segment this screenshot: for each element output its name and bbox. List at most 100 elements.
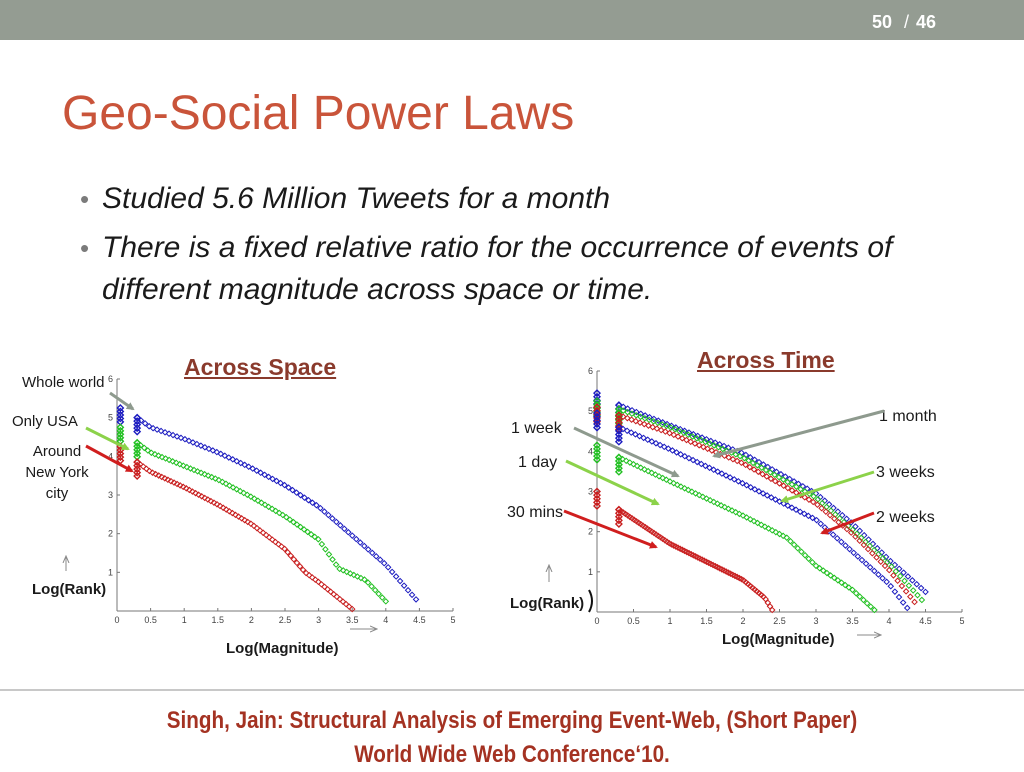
- data-point: [739, 512, 747, 519]
- data-point: [746, 515, 754, 523]
- data-point: [173, 433, 181, 440]
- xlabel-time: Log(Magnitude): [722, 631, 835, 648]
- data-point: [213, 448, 221, 456]
- data-point: [322, 545, 329, 553]
- data-point: [645, 416, 653, 424]
- data-point: [149, 469, 156, 476]
- data-point: [663, 422, 670, 430]
- data-point: [164, 476, 172, 484]
- data-point: [193, 440, 201, 448]
- data-point: [788, 481, 796, 488]
- data-point: [169, 458, 176, 465]
- data-point: [677, 483, 685, 490]
- data-point: [833, 534, 841, 542]
- data-point: [219, 478, 226, 486]
- data-point: [290, 518, 297, 526]
- data-point: [258, 499, 265, 507]
- data-point: [759, 470, 766, 478]
- data-point: [894, 577, 901, 585]
- data-point: [400, 582, 408, 589]
- data-point: [788, 487, 796, 494]
- arrow-whole-world: [109, 391, 135, 411]
- data-point: [704, 445, 711, 453]
- data-point: [372, 553, 380, 560]
- data-point: [683, 436, 690, 444]
- data-point: [141, 420, 149, 427]
- data-point: [827, 572, 834, 579]
- data-point: [593, 389, 601, 398]
- label-new-york: Around New York city: [25, 443, 89, 502]
- data-point: [687, 438, 695, 446]
- x-tick-label: 4: [886, 616, 891, 626]
- data-point: [183, 485, 190, 492]
- data-point: [148, 449, 155, 457]
- data-point: [869, 540, 877, 548]
- x-tick-label: 3: [316, 615, 321, 625]
- data-point: [312, 576, 319, 583]
- x-tick-label: 4.5: [919, 616, 932, 626]
- data-point: [201, 443, 209, 451]
- data-point: [650, 418, 657, 425]
- data-point: [265, 503, 272, 511]
- data-point: [392, 573, 400, 580]
- data-point: [843, 515, 850, 523]
- data-point: [678, 435, 686, 442]
- data-point: [157, 427, 165, 435]
- arrow-3-weeks: [780, 470, 875, 504]
- data-point: [133, 439, 141, 447]
- data-point: [172, 459, 180, 467]
- data-point: [221, 452, 229, 459]
- data-point: [754, 461, 761, 469]
- data-point: [823, 569, 831, 577]
- data-point: [707, 437, 715, 445]
- data-point: [244, 518, 252, 526]
- data-point: [895, 565, 903, 573]
- data-point: [849, 586, 856, 594]
- data-point: [329, 515, 336, 522]
- data-point: [283, 513, 290, 521]
- data-point: [768, 527, 776, 534]
- data-point: [186, 486, 193, 494]
- y-tick-label: 4: [108, 451, 113, 461]
- data-point: [213, 500, 221, 508]
- data-point: [784, 484, 792, 492]
- data-point: [829, 531, 837, 538]
- data-point: [847, 529, 855, 536]
- data-point: [593, 501, 601, 510]
- x-tick-label: 2.5: [279, 615, 292, 625]
- label-1-day: 1 day: [518, 454, 558, 471]
- data-point: [706, 464, 713, 472]
- data-point: [161, 475, 169, 482]
- data-point: [273, 477, 280, 485]
- data-point: [706, 496, 714, 504]
- data-point: [641, 412, 649, 419]
- data-point: [812, 562, 820, 570]
- data-point: [887, 557, 894, 565]
- chart-title-time: Across Time: [697, 347, 835, 373]
- arrow-1-week: [573, 426, 680, 478]
- data-point: [265, 534, 273, 541]
- data-point: [717, 502, 725, 509]
- data-point: [275, 540, 282, 548]
- data-point: [790, 541, 798, 549]
- data-point: [632, 417, 640, 425]
- data-point: [749, 459, 757, 467]
- data-point: [593, 448, 601, 457]
- y-tick-label: 4: [588, 446, 593, 456]
- data-point: [183, 463, 191, 471]
- data-point: [615, 454, 623, 461]
- data-point: [619, 403, 627, 411]
- data-point: [229, 484, 237, 491]
- data-point: [637, 413, 644, 421]
- data-point: [721, 503, 729, 511]
- data-point: [332, 561, 340, 568]
- page-separator: /: [904, 12, 910, 32]
- data-point: [810, 492, 817, 500]
- data-point: [863, 599, 871, 607]
- data-point: [739, 479, 746, 487]
- data-point: [714, 468, 722, 475]
- data-point: [341, 525, 348, 533]
- data-point: [771, 477, 779, 485]
- data-point: [809, 558, 816, 566]
- data-point: [879, 574, 886, 582]
